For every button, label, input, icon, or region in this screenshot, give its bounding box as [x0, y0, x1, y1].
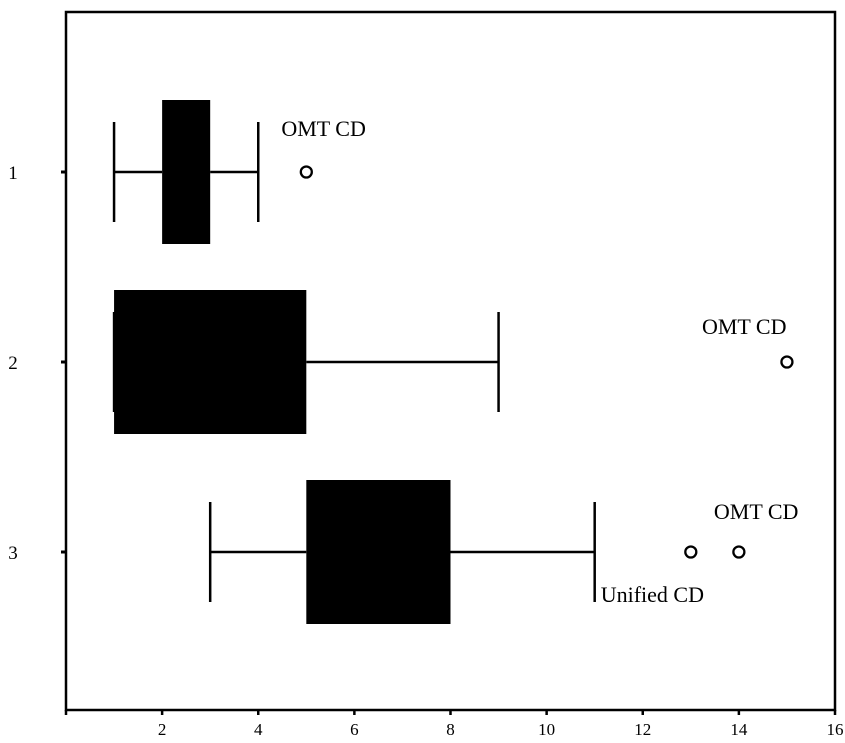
box-3-iqr-box: [306, 480, 451, 624]
x-tick-label-2: 2: [158, 720, 167, 739]
labels-layer: OMT CD OMT CD OMT CD Unified CD: [281, 116, 798, 607]
box-3-outlier-0: [684, 545, 698, 559]
x-tick-label-8: 8: [446, 720, 455, 739]
box-1-outlier-0: [299, 165, 313, 179]
box-3-outlier-1: [732, 545, 746, 559]
box-2-outlier-0: [780, 355, 794, 369]
box-1-iqr-box: [162, 100, 211, 244]
box-3-annotation-1: Unified CD: [601, 582, 704, 607]
y-tick-label-1: 1: [8, 163, 18, 184]
boxes-layer: [112, 100, 794, 624]
x-tick-label-16: 16: [827, 720, 844, 739]
box-3-annotation-0: OMT CD: [714, 499, 799, 524]
y-tick-label-3: 3: [8, 543, 18, 564]
box-2-annotation-0: OMT CD: [702, 314, 787, 339]
x-tick-label-6: 6: [350, 720, 359, 739]
x-tick-label-14: 14: [730, 720, 748, 739]
x-tick-label-4: 4: [254, 720, 263, 739]
box-2-iqr-box: [114, 290, 307, 434]
y-tick-label-2: 2: [8, 353, 18, 374]
box-1-annotation-0: OMT CD: [281, 116, 366, 141]
x-tick-label-10: 10: [538, 720, 555, 739]
x-tick-label-12: 12: [634, 720, 651, 739]
